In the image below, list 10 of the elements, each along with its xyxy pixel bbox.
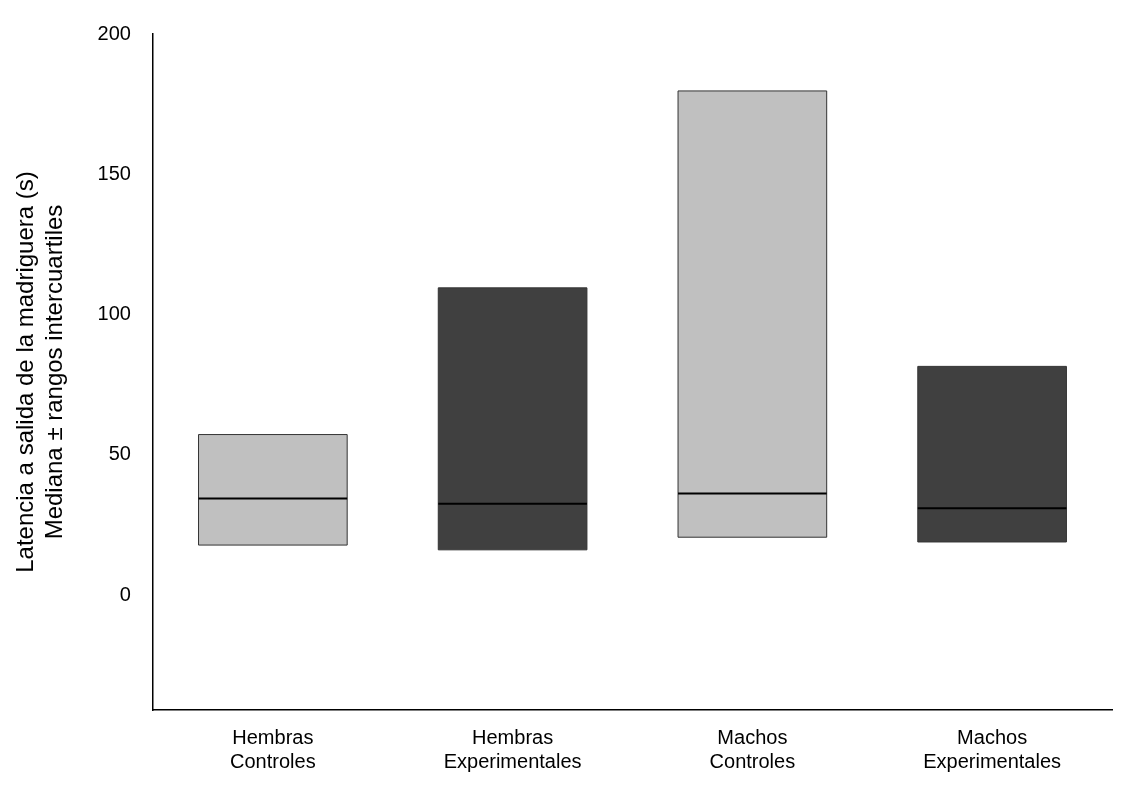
y-tick-label: 150 — [97, 161, 131, 184]
x-tick-label: Hembras Experimentales — [443, 725, 582, 772]
x-tick-label: Machos Experimentales — [923, 725, 1062, 772]
x-tick-label: Hembras Controles — [230, 725, 316, 772]
y-axis-title: Latencia a salida de la madriguera (s) Mediana ± rangos intercuartiles — [11, 171, 67, 573]
x-tick-label: Machos Controles — [709, 725, 796, 772]
y-tick-label: 200 — [97, 21, 131, 44]
y-tick-label: 0 — [119, 582, 131, 605]
y-tick-label: 50 — [108, 442, 131, 465]
y-tick-label: 100 — [97, 302, 131, 325]
